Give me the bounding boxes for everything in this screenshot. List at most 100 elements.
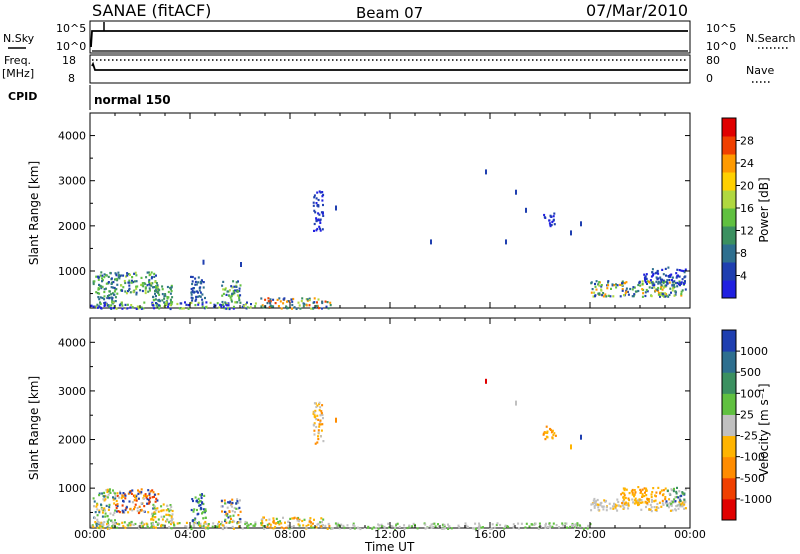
power-data-cell (667, 266, 670, 269)
velocity-data-cell (302, 524, 305, 527)
power-data-cell (308, 299, 311, 302)
velocity-data-cell (677, 504, 680, 507)
power-data-cell (668, 278, 671, 282)
velocity-data-cell (648, 500, 651, 503)
power-data-cell (295, 307, 298, 310)
power-data-cell (145, 276, 148, 279)
velocity-data-cell (166, 504, 169, 508)
velocity-data-cell (623, 487, 626, 490)
power-data-cell (327, 307, 330, 310)
power-data-cell (158, 307, 161, 310)
power-data-cell (100, 287, 103, 290)
velocity-data-cell (153, 511, 156, 514)
velocity-data-cell (676, 504, 678, 507)
power-data-cell (164, 303, 166, 306)
power-data-cell (549, 225, 552, 228)
power-data-cell (195, 295, 198, 298)
power-data-cell (266, 302, 269, 305)
velocity-data-cell (316, 414, 319, 417)
velocity-data-cell (645, 489, 648, 492)
power-data-cell (105, 287, 107, 290)
velocity-colorbar-swatch (722, 477, 736, 500)
power-data-cell (140, 283, 143, 286)
velocity-data-cell (231, 520, 234, 524)
power-data-cell (163, 295, 166, 298)
velocity-data-cell (114, 519, 116, 522)
velocity-data-cell (95, 524, 98, 527)
power-data-cell (683, 271, 686, 274)
freq-unit-label: [MHz] (2, 67, 34, 80)
velocity-data-cell (576, 522, 579, 525)
power-data-cell (548, 219, 551, 222)
power-data-cell (169, 303, 172, 307)
velocity-data-cell (192, 523, 195, 526)
velocity-data-cell (262, 516, 265, 519)
power-data-cell (140, 307, 143, 310)
power-data-cell (151, 286, 154, 289)
velocity-data-cell (266, 525, 269, 528)
power-data-cell (166, 296, 169, 299)
cpid-value: normal 150 (94, 93, 171, 107)
velocity-data-cell (627, 497, 630, 500)
velocity-data-cell (107, 493, 110, 496)
velocity-data-cell (107, 524, 110, 527)
power-data-cell (113, 307, 115, 310)
power-plot-frame (89, 112, 691, 309)
velocity-data-cell (109, 488, 111, 491)
velocity-data-cell (322, 524, 324, 527)
velocity-data-cell (430, 523, 433, 526)
power-data-cell (197, 281, 200, 284)
velocity-data-cell (162, 509, 165, 512)
velocity-data-cell (151, 512, 153, 515)
velocity-data-cell (134, 503, 137, 506)
velocity-data-cell (147, 499, 150, 502)
power-data-cell (250, 303, 252, 306)
velocity-data-cell (133, 499, 136, 502)
velocity-data-cell (176, 522, 179, 525)
velocity-data-cell (593, 505, 596, 508)
velocity-data-cell (572, 524, 575, 527)
time-axis-label: Time UT (364, 540, 415, 554)
velocity-data-cell (316, 404, 319, 407)
velocity-data-cell (292, 517, 295, 520)
power-colorbar-swatch (722, 136, 736, 155)
velocity-data-cell (96, 503, 99, 506)
power-data-cell (621, 282, 623, 285)
power-data-cell (600, 284, 603, 287)
power-data-cell (194, 280, 197, 283)
velocity-data-cell (318, 423, 321, 426)
nsearch-tick-bottom: 10^0 (706, 40, 736, 53)
power-data-cell (153, 286, 156, 289)
velocity-data-cell (566, 526, 569, 529)
velocity-data-cell (268, 522, 271, 525)
power-data-cell (93, 280, 96, 283)
velocity-data-cell (622, 499, 625, 503)
colorbar-tick-label: -25 (740, 430, 758, 443)
power-data-cell (194, 283, 197, 286)
velocity-data-cell (631, 498, 634, 501)
power-data-cell (315, 220, 318, 223)
power-data-cell (221, 294, 224, 297)
power-data-cell (227, 304, 230, 307)
velocity-data-cell (681, 501, 684, 504)
power-data-cell (121, 307, 124, 310)
velocity-data-cell (232, 527, 235, 530)
power-data-cell (203, 307, 206, 310)
colorbar-tick-label: -100 (740, 451, 765, 464)
velocity-data-cell (321, 404, 324, 407)
power-data-cell (132, 291, 135, 294)
velocity-data-cell (106, 527, 109, 530)
power-data-cell (161, 288, 164, 291)
power-data-cell (641, 282, 644, 286)
velocity-data-cell (622, 507, 625, 510)
power-data-cell (625, 287, 628, 290)
velocity-data-cell (637, 503, 639, 507)
velocity-data-cell (227, 501, 230, 504)
power-data-cell (122, 286, 125, 289)
velocity-data-cell (231, 501, 234, 505)
power-data-cell (605, 295, 608, 298)
velocity-data-cell (106, 523, 108, 526)
velocity-echo-region (90, 520, 257, 531)
velocity-data-cell (228, 521, 231, 524)
power-data-cell (198, 289, 201, 292)
